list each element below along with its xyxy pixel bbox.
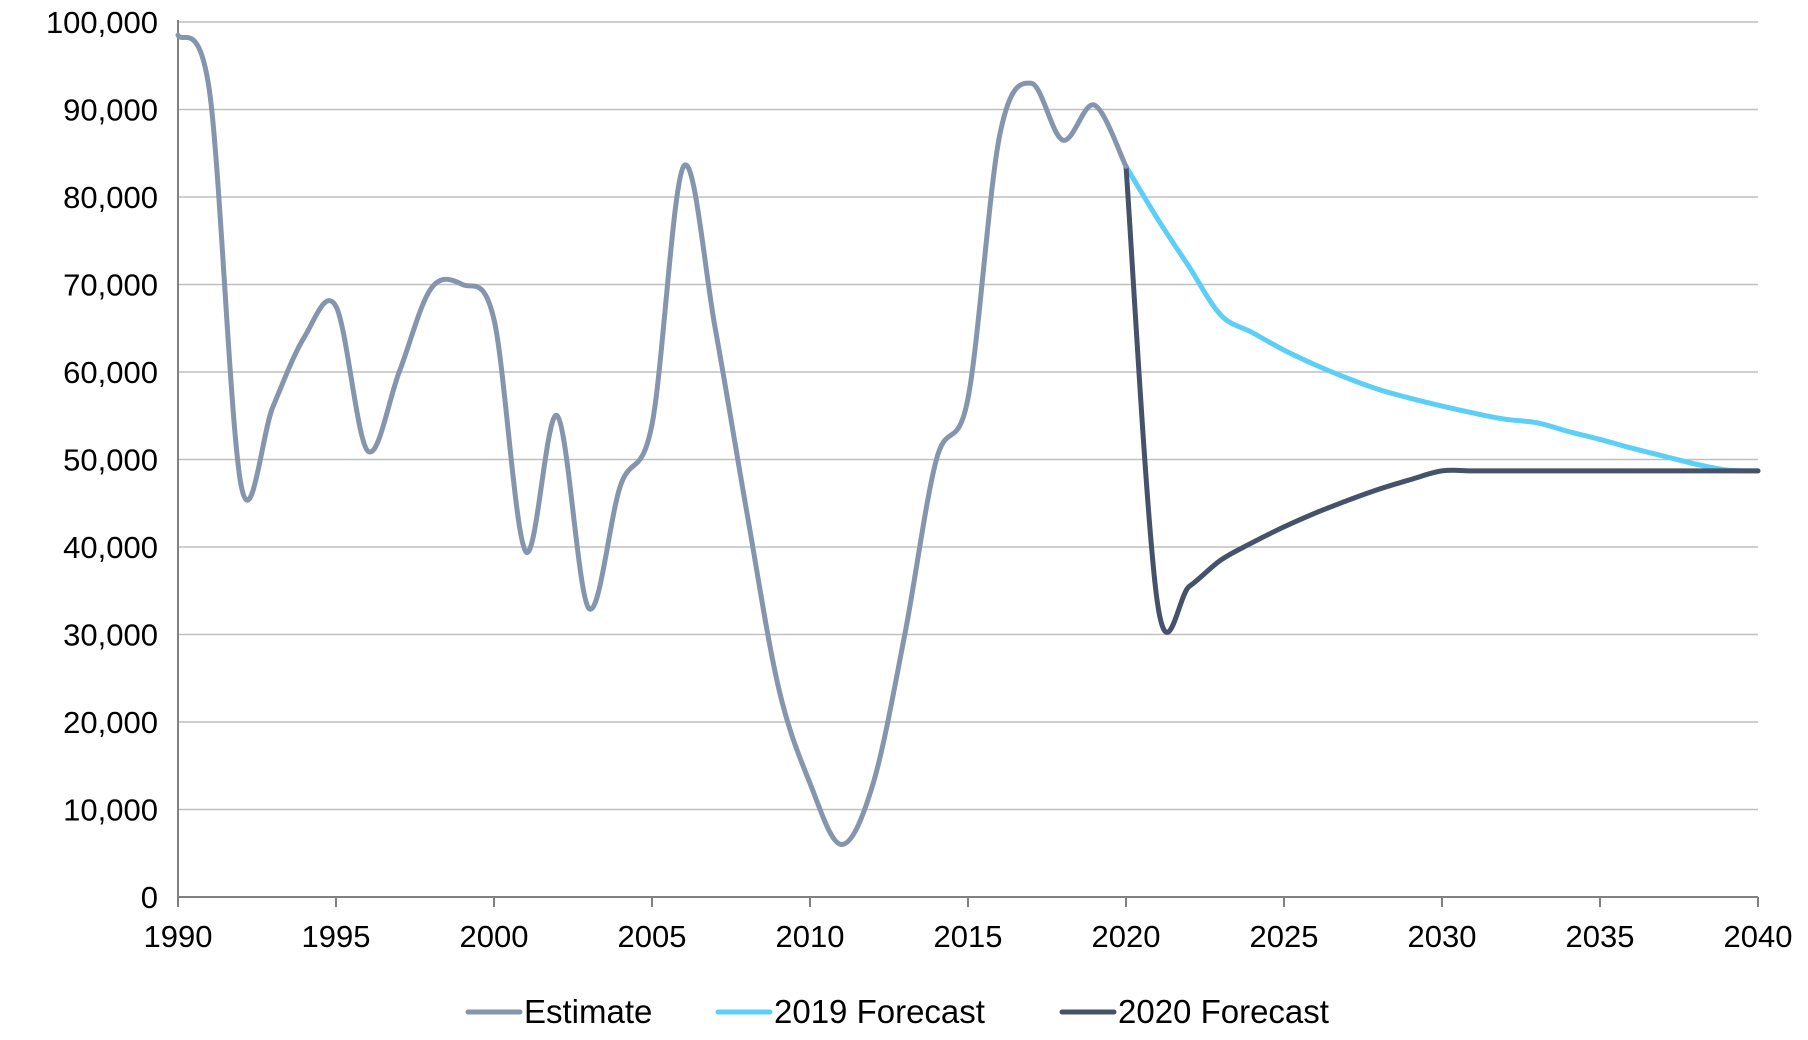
y-tick-label: 20,000 (63, 705, 158, 740)
y-tick-label: 100,000 (46, 5, 158, 40)
x-tick-label: 2015 (934, 919, 1003, 954)
x-tick-label: 2025 (1250, 919, 1319, 954)
y-tick-label: 30,000 (63, 618, 158, 653)
y-tick-label: 60,000 (63, 355, 158, 390)
y-tick-label: 0 (141, 880, 158, 915)
series-line-2019-forecast (1123, 163, 1761, 474)
x-tick-label: 2040 (1724, 919, 1793, 954)
axes: 0 10,000 20,000 30,000 40,000 50,000 60,000 70,… (46, 5, 1793, 954)
x-tick-label: 2005 (618, 919, 687, 954)
series-line-2020-forecast (1123, 163, 1761, 635)
x-tick-label: 2010 (776, 919, 845, 954)
y-tick-label: 40,000 (63, 530, 158, 565)
x-tick-label: 2035 (1566, 919, 1635, 954)
x-tick-label: 2020 (1092, 919, 1161, 954)
x-tick-label: 1990 (144, 919, 213, 954)
y-tick-label: 50,000 (63, 443, 158, 478)
x-tick-label: 2000 (460, 919, 529, 954)
series-lines (175, 32, 1761, 847)
y-tick-label: 70,000 (63, 268, 158, 303)
series-line-estimate (175, 32, 1129, 847)
x-tick-label: 2030 (1408, 919, 1477, 954)
gridlines (178, 21, 1758, 811)
legend: Estimate 2019 Forecast 2020 Forecast (465, 993, 1329, 1030)
y-tick-label: 90,000 (63, 93, 158, 128)
x-tick-label: 1995 (302, 919, 371, 954)
legend-label: Estimate (524, 993, 652, 1030)
legend-label: 2020 Forecast (1118, 993, 1329, 1030)
y-tick-label: 10,000 (63, 793, 158, 828)
legend-label: 2019 Forecast (774, 993, 985, 1030)
y-tick-label: 80,000 (63, 180, 158, 215)
